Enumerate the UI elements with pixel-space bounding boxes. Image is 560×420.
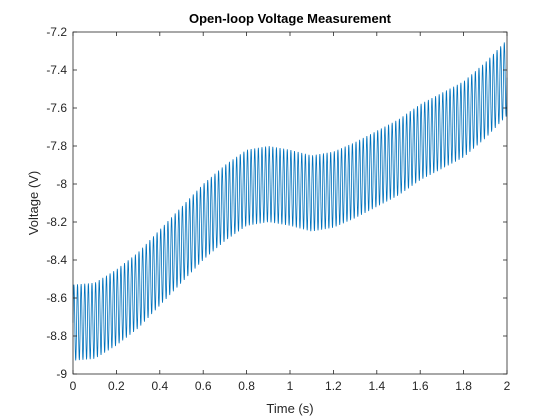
series-layer: [72, 42, 508, 361]
y-tick-label: -8.8: [46, 329, 67, 343]
x-tick-label: 1.2: [325, 379, 342, 393]
x-tick-label: 0.6: [195, 379, 212, 393]
y-tick-label: -7.2: [46, 25, 67, 39]
x-axis-ticks: 0 0.2 0.4 0.6 0.8 1 1.2 1.4 1.6 1.8 2: [70, 32, 511, 393]
x-tick-label: 1.8: [455, 379, 472, 393]
y-axis-label: Voltage (V): [26, 171, 41, 235]
chart-title: Open-loop Voltage Measurement: [189, 11, 392, 26]
y-tick-label: -8.6: [46, 291, 67, 305]
x-tick-label: 1: [287, 379, 294, 393]
x-tick-label: 1.6: [412, 379, 429, 393]
y-tick-label: -7.8: [46, 139, 67, 153]
y-tick-label: -8: [56, 177, 67, 191]
x-tick-label: 2: [504, 379, 511, 393]
x-tick-label: 0.8: [238, 379, 255, 393]
y-tick-label: -7.4: [46, 63, 67, 77]
x-tick-label: 1.4: [368, 379, 385, 393]
y-tick-label: -8.4: [46, 253, 67, 267]
x-tick-label: 0.2: [108, 379, 125, 393]
x-axis-label: Time (s): [266, 401, 313, 416]
y-tick-label: -9: [56, 367, 67, 381]
y-tick-label: -7.6: [46, 101, 67, 115]
series-line: [72, 42, 508, 361]
x-tick-label: 0.4: [151, 379, 168, 393]
y-axis-ticks: -9 -8.8 -8.6 -8.4 -8.2 -8 -7.8 -7.6 -7.4 -7.2: [46, 25, 507, 381]
y-tick-label: -8.2: [46, 215, 67, 229]
x-tick-label: 0: [70, 379, 77, 393]
